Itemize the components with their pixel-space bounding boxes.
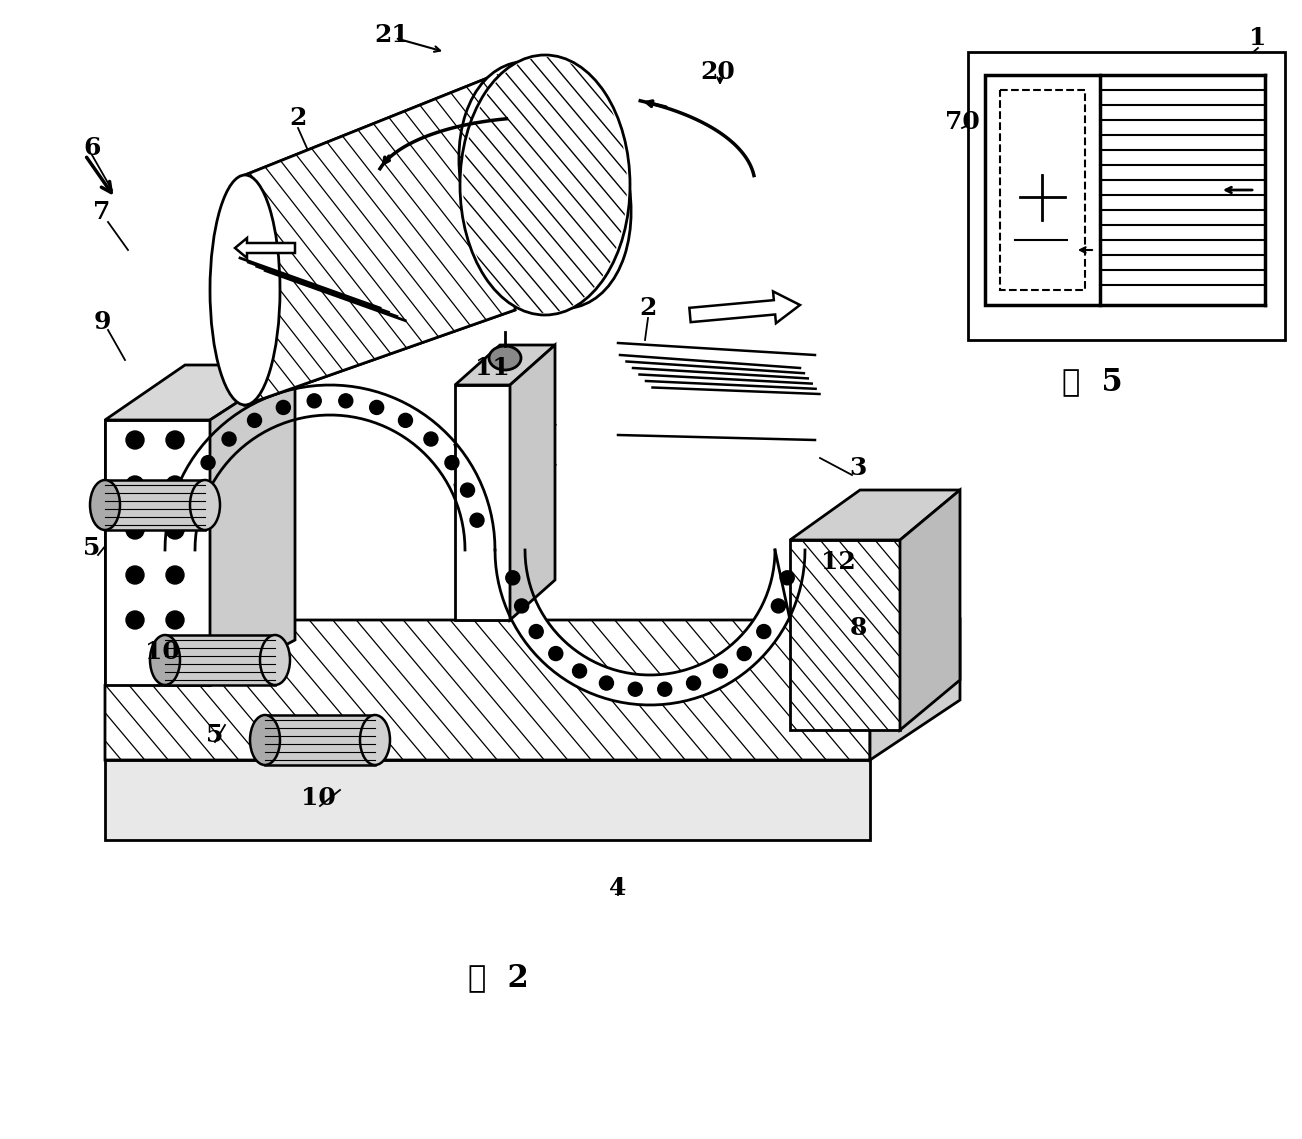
- Circle shape: [176, 514, 190, 527]
- Circle shape: [599, 677, 613, 690]
- Ellipse shape: [359, 715, 391, 765]
- Text: 8: 8: [849, 616, 867, 640]
- Circle shape: [756, 624, 771, 639]
- Polygon shape: [689, 292, 799, 323]
- Ellipse shape: [90, 480, 120, 530]
- Polygon shape: [454, 385, 510, 620]
- Text: 10: 10: [301, 786, 336, 810]
- Circle shape: [445, 456, 458, 469]
- Ellipse shape: [490, 346, 521, 370]
- Circle shape: [126, 431, 145, 449]
- Text: 3: 3: [849, 456, 867, 480]
- Circle shape: [126, 476, 145, 494]
- Circle shape: [737, 647, 751, 661]
- Ellipse shape: [210, 175, 280, 405]
- Circle shape: [713, 664, 728, 678]
- Circle shape: [185, 483, 199, 497]
- Polygon shape: [790, 540, 900, 730]
- Text: 12: 12: [820, 550, 855, 574]
- Circle shape: [771, 599, 785, 613]
- Circle shape: [247, 413, 262, 427]
- Circle shape: [126, 521, 145, 539]
- Circle shape: [165, 476, 184, 494]
- Text: 7: 7: [94, 200, 111, 224]
- Circle shape: [470, 514, 484, 527]
- Text: 图  2: 图 2: [467, 962, 529, 993]
- Circle shape: [573, 664, 587, 678]
- Ellipse shape: [150, 636, 180, 685]
- Circle shape: [461, 483, 474, 497]
- Text: 图  5: 图 5: [1061, 367, 1122, 398]
- Ellipse shape: [250, 715, 280, 765]
- Polygon shape: [165, 636, 275, 685]
- Text: 70: 70: [945, 110, 979, 134]
- Polygon shape: [105, 480, 204, 530]
- Circle shape: [629, 682, 642, 696]
- Circle shape: [307, 394, 322, 408]
- Circle shape: [370, 401, 384, 415]
- Circle shape: [780, 571, 794, 584]
- Circle shape: [223, 432, 236, 446]
- Polygon shape: [510, 345, 555, 620]
- Ellipse shape: [190, 480, 220, 530]
- Polygon shape: [245, 67, 516, 405]
- Polygon shape: [900, 490, 960, 730]
- Circle shape: [529, 624, 543, 639]
- Polygon shape: [105, 760, 870, 839]
- Polygon shape: [234, 238, 296, 259]
- Polygon shape: [105, 620, 960, 760]
- Text: 6: 6: [83, 136, 100, 159]
- Text: 5: 5: [206, 723, 224, 747]
- Text: 5: 5: [83, 536, 100, 560]
- Ellipse shape: [460, 55, 630, 316]
- Polygon shape: [266, 715, 375, 765]
- Circle shape: [658, 682, 672, 696]
- Circle shape: [339, 394, 353, 408]
- Polygon shape: [986, 75, 1100, 305]
- Circle shape: [165, 611, 184, 629]
- Text: 21: 21: [375, 23, 409, 47]
- Polygon shape: [495, 550, 805, 705]
- Polygon shape: [105, 420, 210, 685]
- Polygon shape: [870, 620, 960, 760]
- Text: 20: 20: [700, 60, 736, 84]
- Text: 4: 4: [609, 876, 626, 900]
- Circle shape: [505, 571, 519, 584]
- Polygon shape: [790, 490, 960, 540]
- Polygon shape: [967, 52, 1285, 341]
- Text: 2: 2: [639, 296, 656, 320]
- Circle shape: [126, 566, 145, 584]
- Polygon shape: [210, 364, 296, 685]
- Circle shape: [165, 431, 184, 449]
- Circle shape: [201, 456, 215, 469]
- Text: 9: 9: [94, 310, 111, 334]
- Circle shape: [424, 432, 437, 446]
- Polygon shape: [454, 345, 555, 385]
- Circle shape: [398, 413, 413, 427]
- Circle shape: [165, 521, 184, 539]
- Text: 2: 2: [289, 106, 307, 130]
- Text: 11: 11: [475, 357, 509, 380]
- Ellipse shape: [458, 62, 631, 309]
- Text: 10: 10: [145, 640, 180, 664]
- Text: 1: 1: [1250, 26, 1267, 50]
- Polygon shape: [165, 385, 495, 550]
- Circle shape: [276, 401, 290, 415]
- Polygon shape: [105, 364, 296, 420]
- Ellipse shape: [260, 636, 290, 685]
- Circle shape: [165, 566, 184, 584]
- Circle shape: [686, 677, 700, 690]
- Circle shape: [126, 611, 145, 629]
- Circle shape: [549, 647, 562, 661]
- Circle shape: [514, 599, 529, 613]
